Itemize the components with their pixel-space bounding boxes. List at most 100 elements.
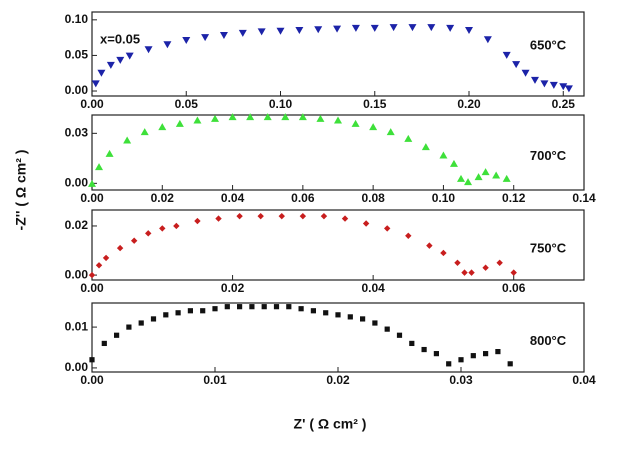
marker [278,212,285,220]
marker [257,212,264,220]
marker [263,113,272,121]
marker [449,159,458,167]
marker [470,353,476,359]
marker [482,264,489,271]
marker [370,24,379,32]
marker [362,220,370,227]
x-tick-label: 0.15 [363,97,387,111]
marker [426,242,433,249]
x-tick-label: 0.00 [80,97,104,111]
plot-frame [91,114,585,191]
x-tick-label: 0.05 [175,97,199,111]
marker [299,212,307,220]
y-tick-label: 0.00 [65,267,89,281]
marker [384,326,390,332]
x-tick-label: 0.04 [221,191,245,205]
marker [201,34,210,42]
marker [175,119,184,127]
plot-frame [91,209,585,281]
marker [521,69,530,77]
x-tick-label: 0.00 [80,191,104,205]
marker [457,174,465,182]
marker [461,269,468,276]
marker [163,312,169,318]
marker [564,85,573,93]
marker [409,340,415,347]
marker [440,249,447,257]
marker [386,128,395,136]
marker [446,24,455,32]
marker [439,151,448,159]
x-tick-label: 0.00 [80,373,104,387]
marker [483,351,489,357]
x-tick-label: 0.20 [457,97,481,111]
x-tick-label: 0.08 [361,191,385,205]
marker [97,69,106,77]
marker [408,24,417,32]
marker [316,114,325,122]
x-tick-label: 0.04 [572,373,596,387]
marker [130,237,138,244]
marker [502,174,511,182]
marker [320,212,328,220]
marker [257,28,266,36]
marker [310,308,316,314]
marker [276,27,285,35]
marker [273,304,280,310]
marker [116,244,124,252]
marker [236,212,243,220]
marker [347,314,353,320]
marker [295,27,304,35]
marker [458,357,464,363]
x-tick-label: 0.10 [432,191,456,205]
marker [237,304,243,310]
x-tick-label: 0.02 [326,373,350,387]
marker [249,304,255,310]
marker [369,123,378,131]
marker [228,113,237,121]
marker [465,27,474,35]
x-tick-label: 0.03 [449,373,473,387]
marker [182,36,191,44]
x-tick-label: 0.14 [572,191,596,205]
x-axis-label: Z' ( Ω cm² ) [294,416,367,432]
x-tick-label: 0.02 [221,281,245,295]
marker [200,308,206,314]
x-tick-label: 0.06 [502,281,526,295]
marker [405,232,412,239]
marker [193,116,202,124]
marker [95,163,104,171]
marker [298,113,307,121]
marker [333,25,342,33]
marker [495,348,501,355]
marker [246,113,255,121]
x-tick-label: 0.12 [502,191,526,205]
marker [360,316,366,322]
marker [219,31,228,39]
marker [238,29,247,37]
marker [540,80,549,88]
marker [187,308,193,314]
marker [261,304,267,310]
legend-label: 650°C [530,37,567,52]
marker [427,24,436,32]
marker [464,178,473,186]
marker [483,36,492,44]
marker [314,26,323,34]
legend-label: 750°C [530,240,567,255]
marker [372,320,378,326]
marker [404,134,413,142]
marker [95,262,103,269]
x-tick-label: 0.00 [80,281,104,295]
marker [351,24,360,32]
marker [559,83,568,91]
marker [341,215,349,222]
marker [481,168,490,176]
marker [421,143,430,151]
marker [474,173,483,181]
marker [173,222,180,230]
marker [351,119,360,127]
x-tick-label: 0.06 [291,191,315,205]
marker [510,269,517,276]
marker [335,312,341,318]
